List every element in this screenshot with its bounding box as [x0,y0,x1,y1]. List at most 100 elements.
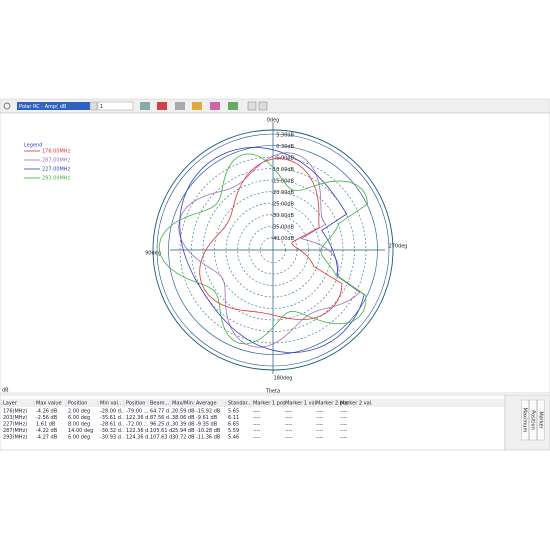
table-cell: -72.00 ... [126,422,149,428]
angle-label: 90deg [145,251,161,257]
table-cell: -35.61 d.. [100,415,124,421]
ring-label: -15.00dB [271,179,294,185]
table-cell: 6.65 [228,422,239,428]
table-cell: 122.36 d.. [126,415,152,421]
toolbar-icon[interactable] [3,102,11,110]
table-cell: 38.06 dB [172,415,195,421]
table-cell: -11.36 dB [196,435,221,441]
angle-label: 0deg [267,118,280,124]
legend-title: Legend [24,143,42,149]
pattern-curve [158,153,369,345]
table-cell: -15.92 dB [196,409,221,415]
tool-button[interactable] [228,102,238,110]
table-cell: 203(MHz) [3,415,27,421]
table-cell: ---- [253,428,260,434]
table-body: Layer Max value Position Min val.. Position B… [0,399,373,441]
count-box[interactable] [97,101,134,111]
table-cell: 8.00 deg [68,422,90,428]
table-cell: -2.56 dB [36,415,58,421]
column-header[interactable]: Marker 1 val. [285,401,318,407]
column-header[interactable]: Min val.. [100,401,121,407]
side-tab-label: Marker [538,411,544,429]
side-tab-label: Maximum [522,408,528,433]
ring-label: -10.00dB [271,167,294,173]
unit-label: dB [2,388,9,394]
ring-label: -40.00dB [271,236,294,242]
table-cell: 5.46 [228,435,239,441]
table-cell: 20.59 dB [172,409,195,415]
column-header[interactable]: Average [196,401,217,407]
table-cell: -4.26 dB [36,409,58,415]
tool-button[interactable] [210,102,220,110]
table-cell: 122.36 d.. [126,428,152,434]
side-tabs: Maximum Position Marker [521,399,545,441]
tool-button[interactable] [258,101,268,111]
table-cell: ---- [285,428,292,434]
table-cell: -28.61 d.. [100,422,124,428]
table-cell: -79.00 ... [126,409,149,415]
column-header[interactable]: Max value [36,401,62,407]
polar-grid: 5.30dB 0.30dB -5.00dB -10.00dB -15.00dB -20.0… [152,122,394,374]
ring-label: -25.00dB [271,202,294,208]
tool-button[interactable] [157,102,167,110]
table-cell: ---- [285,415,292,421]
table-cell: ---- [316,422,323,428]
table-cell: 105.61 d.. [150,428,176,434]
pattern-curve [178,152,361,348]
table-cell: -30.32 d.. [100,428,124,434]
ring-label: 5.30dB [276,133,294,139]
table-cell: ---- [340,422,347,428]
table-cell: 176(MHz) [3,409,27,415]
table-cell: ---- [253,435,260,441]
table-header [0,399,505,407]
table-cell: 5.65 [228,409,239,415]
side-tab[interactable] [529,399,537,441]
side-tab[interactable] [521,399,529,441]
table-cell: ---- [340,428,347,434]
ring-label: -20.00dB [271,190,294,196]
dropdown-arrow[interactable] [89,101,98,111]
table-cell: -9.35 dB [196,422,218,428]
table-cell: -28.00 d.. [100,409,124,415]
table-cell: 227(MHz) [3,422,27,428]
toolbar-buttons [140,101,268,111]
column-header[interactable]: Beam... [150,401,170,407]
column-header[interactable]: Marker 1 pos [253,401,286,407]
table-cell: 30.39 dB [172,422,195,428]
dropdown[interactable] [17,102,97,110]
column-header[interactable]: Standar.. [228,401,251,407]
table-cell: 30.72 dB [172,435,195,441]
axis-title: Theta [265,389,280,395]
table-cell: ---- [253,415,260,421]
column-header[interactable]: Max/Min [172,401,193,407]
side-tab[interactable] [537,399,545,441]
pattern-curve [199,158,343,321]
column-header[interactable]: Position [126,401,145,407]
table-cell: ---- [316,415,323,421]
table-cell: ---- [316,409,323,415]
legend: Legend 176.00MHz 287.00MHz 227.00MHz 293.00… [24,143,71,182]
column-header[interactable]: Layer [3,401,18,407]
angle-label: 270deg [389,244,408,250]
tool-button[interactable] [175,102,185,110]
table-cell: 124.36 d.. [126,435,152,441]
table-cell: 107.63 d.. [150,435,176,441]
table-cell: 87.56 d... [150,415,174,421]
tool-button[interactable] [247,101,257,111]
table-cell: 2.00 deg [68,409,90,415]
angle-label: 180deg [274,376,293,382]
tool-button[interactable] [140,102,150,110]
column-header[interactable]: Marker 2 val. [340,401,373,407]
column-header[interactable]: Marker 2 pos [316,401,349,407]
column-header[interactable]: Position [68,401,87,407]
table-cell: ---- [340,415,347,421]
table-cell: 6.11 [228,415,239,421]
table-cell: 14.00 deg [68,428,93,434]
table-cell: ---- [340,409,347,415]
legend-label: 227.00MHz [42,167,71,173]
table-cell: ---- [340,435,347,441]
table-cell: 96.25 d... [150,422,174,428]
table-cell: 6.00 deg [68,435,90,441]
tool-button[interactable] [192,102,202,110]
